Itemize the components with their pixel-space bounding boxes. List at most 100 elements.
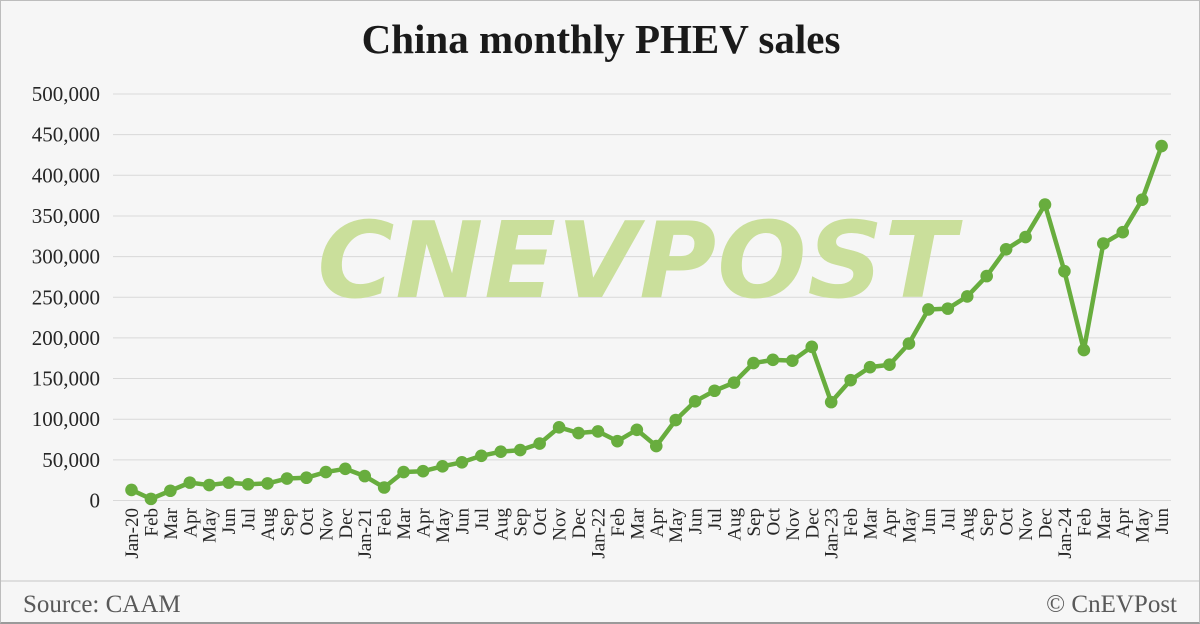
y-axis-tick-label: 400,000	[32, 163, 100, 187]
data-point-marker	[902, 337, 916, 350]
x-axis-tick-label: Nov	[1016, 508, 1037, 541]
data-point-marker	[494, 445, 508, 459]
data-point-marker	[630, 423, 644, 437]
data-point-marker	[727, 376, 741, 389]
x-axis-tick-label: Jun	[686, 508, 707, 535]
x-axis-tick-label: Apr	[880, 507, 901, 537]
data-point-marker	[1019, 230, 1032, 244]
x-axis-tick-label: May	[899, 508, 920, 543]
data-point-marker	[649, 439, 663, 453]
data-point-marker	[1038, 198, 1052, 211]
y-axis-tick-label: 50,000	[42, 448, 100, 472]
data-point-marker	[1116, 225, 1130, 239]
data-point-marker	[513, 443, 527, 457]
x-axis-tick-label: Dec	[802, 508, 823, 539]
x-axis-tick-label: Jul	[705, 508, 726, 530]
data-point-marker	[397, 465, 410, 479]
x-axis-tick-label: Jul	[472, 508, 493, 530]
data-point-marker	[786, 354, 799, 367]
data-point-marker	[805, 340, 819, 354]
data-point-marker	[1155, 139, 1168, 153]
data-point-marker	[125, 483, 138, 497]
data-point-marker	[1077, 343, 1091, 357]
x-axis-tick-label: Jan-24	[1055, 508, 1076, 559]
x-axis-tick-label: Nov	[783, 508, 804, 541]
x-axis-tick-label: May	[433, 508, 454, 543]
y-axis-tick-label: 150,000	[32, 367, 100, 391]
data-point-marker	[980, 269, 993, 283]
copyright-label: © CnEVPost	[1046, 591, 1177, 618]
data-point-marker	[222, 476, 235, 489]
chart-title: China monthly PHEV sales	[362, 16, 841, 62]
grid-and-axis-labels: 0 50,000 100,000 150,000 200,000 250,000 300,0…	[32, 82, 1173, 559]
x-axis-tick-label: May	[1133, 508, 1154, 543]
data-point-marker	[591, 425, 605, 438]
data-point-marker	[1096, 237, 1110, 250]
x-axis-tick-label: Apr	[647, 507, 668, 537]
x-axis-tick-label: Jan-22	[588, 508, 609, 559]
x-axis-tick-label: Jul	[239, 508, 260, 530]
data-point-marker	[436, 460, 449, 473]
x-axis-tick-label: Apr	[180, 507, 201, 537]
x-axis-tick-label: Sep	[511, 508, 532, 537]
x-axis-tick-label: Jun	[919, 508, 940, 535]
x-axis-tick-label: Jul	[938, 508, 959, 530]
data-point-marker	[863, 360, 877, 374]
x-axis-tick-label: Feb	[375, 508, 396, 537]
y-axis-tick-label: 0	[90, 489, 101, 513]
x-axis-tick-label: Jun	[219, 508, 240, 535]
data-point-marker	[669, 413, 683, 427]
y-axis-tick-label: 500,000	[32, 82, 100, 106]
y-axis-tick-label: 200,000	[32, 326, 100, 350]
data-point-marker	[300, 471, 313, 485]
y-axis-tick-label: 300,000	[32, 245, 100, 269]
x-axis-tick-label: Mar	[861, 507, 882, 539]
x-axis-tick-label: Aug	[258, 508, 279, 541]
data-point-marker	[883, 358, 896, 372]
data-point-marker	[999, 242, 1013, 256]
data-point-marker	[241, 477, 255, 491]
data-point-marker	[688, 395, 702, 408]
data-point-marker	[455, 455, 469, 469]
x-axis-tick-label: Sep	[277, 508, 298, 537]
y-axis-tick-label: 100,000	[32, 407, 100, 431]
x-axis-tick-label: Mar	[627, 507, 648, 539]
x-axis-tick-label: Oct	[763, 507, 784, 535]
y-axis-tick-label: 350,000	[32, 204, 100, 228]
data-point-marker	[164, 484, 177, 498]
data-point-marker	[941, 302, 955, 315]
data-point-marker	[416, 464, 430, 478]
x-axis-tick-label: Mar	[161, 507, 182, 539]
y-axis-tick-label: 250,000	[32, 285, 100, 309]
x-axis-tick-label: Oct	[997, 507, 1018, 535]
data-point-marker	[475, 449, 488, 463]
x-axis-tick-label: May	[200, 508, 221, 543]
x-axis-tick-label: May	[666, 508, 687, 543]
x-axis-tick-label: Aug	[491, 508, 512, 541]
data-point-marker	[280, 472, 294, 485]
x-axis-tick-label: Jan-21	[355, 508, 376, 559]
data-point-marker	[533, 437, 546, 450]
x-axis-tick-label: Mar	[1094, 507, 1115, 539]
x-axis-tick-label: Feb	[841, 508, 862, 537]
source-label: Source: CAAM	[23, 591, 181, 618]
x-axis-tick-label: Sep	[977, 508, 998, 537]
data-series	[125, 139, 1168, 506]
data-point-marker	[1058, 264, 1071, 278]
x-axis-tick-label: Jan-23	[822, 508, 843, 559]
data-point-marker	[358, 469, 372, 483]
data-point-marker	[824, 395, 838, 409]
data-point-marker	[319, 465, 333, 479]
x-axis-tick-label: Sep	[744, 508, 765, 537]
data-point-marker	[202, 478, 216, 492]
x-axis-tick-label: Oct	[530, 507, 551, 535]
x-axis-tick-label: Jan-20	[122, 508, 143, 559]
x-axis-tick-label: Jun	[1152, 508, 1173, 535]
cnevpost-watermark: CNEVPOST	[317, 200, 963, 322]
data-point-marker	[766, 353, 780, 367]
x-axis-tick-label: Apr	[414, 507, 435, 537]
data-point-marker	[144, 492, 158, 506]
data-point-marker	[844, 373, 857, 387]
